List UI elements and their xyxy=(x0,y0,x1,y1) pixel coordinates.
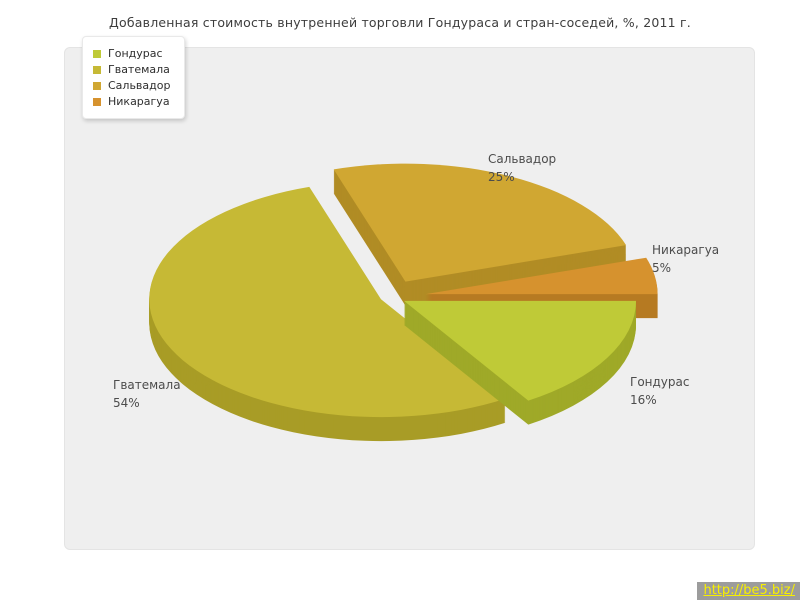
legend-swatch-icon xyxy=(93,97,101,106)
slice-label-guatemala: Гватемала 54% xyxy=(113,376,181,412)
slice-label-percent: 5% xyxy=(652,261,672,275)
slice-label-name: Гватемала xyxy=(113,378,181,392)
legend-item-honduras[interactable]: Гондурас xyxy=(93,47,170,60)
slice-label-name: Никарагуа xyxy=(652,243,720,257)
legend-item-nicaragua[interactable]: Никарагуа xyxy=(93,95,170,108)
legend-box: Гондурас Гватемала Сальвадор Никарагуа xyxy=(82,36,186,119)
legend-item-guatemala[interactable]: Гватемала xyxy=(93,63,170,76)
pie-slice-Гватемала[interactable] xyxy=(149,186,506,442)
slice-label-name: Сальвадор xyxy=(488,152,557,166)
legend-item-label: Гондурас xyxy=(108,47,163,60)
slice-label-percent: 16% xyxy=(630,393,657,407)
slice-label-name: Гондурас xyxy=(630,375,690,389)
slice-label-nicaragua: Никарагуа 5% xyxy=(652,241,719,277)
legend-swatch-icon xyxy=(93,81,101,90)
slice-label-percent: 54% xyxy=(113,396,140,410)
pie-slice-Никарагуа[interactable] xyxy=(425,257,658,319)
slice-label-salvador: Сальвадор 25% xyxy=(488,150,556,186)
chart-title: Добавленная стоимость внутренней торговл… xyxy=(109,15,691,30)
legend-item-label: Никарагуа xyxy=(108,95,170,108)
watermark-link[interactable]: http://be5.biz/ xyxy=(697,582,800,600)
slice-label-honduras: Гондурас 16% xyxy=(630,373,689,409)
pie-slice-Гондурас[interactable] xyxy=(404,300,637,425)
legend-item-label: Гватемала xyxy=(108,63,170,76)
legend-swatch-icon xyxy=(93,49,101,58)
slice-label-percent: 25% xyxy=(488,170,515,184)
legend-item-label: Сальвадор xyxy=(108,79,171,92)
legend-item-salvador[interactable]: Сальвадор xyxy=(93,79,170,92)
legend-swatch-icon xyxy=(93,65,101,74)
